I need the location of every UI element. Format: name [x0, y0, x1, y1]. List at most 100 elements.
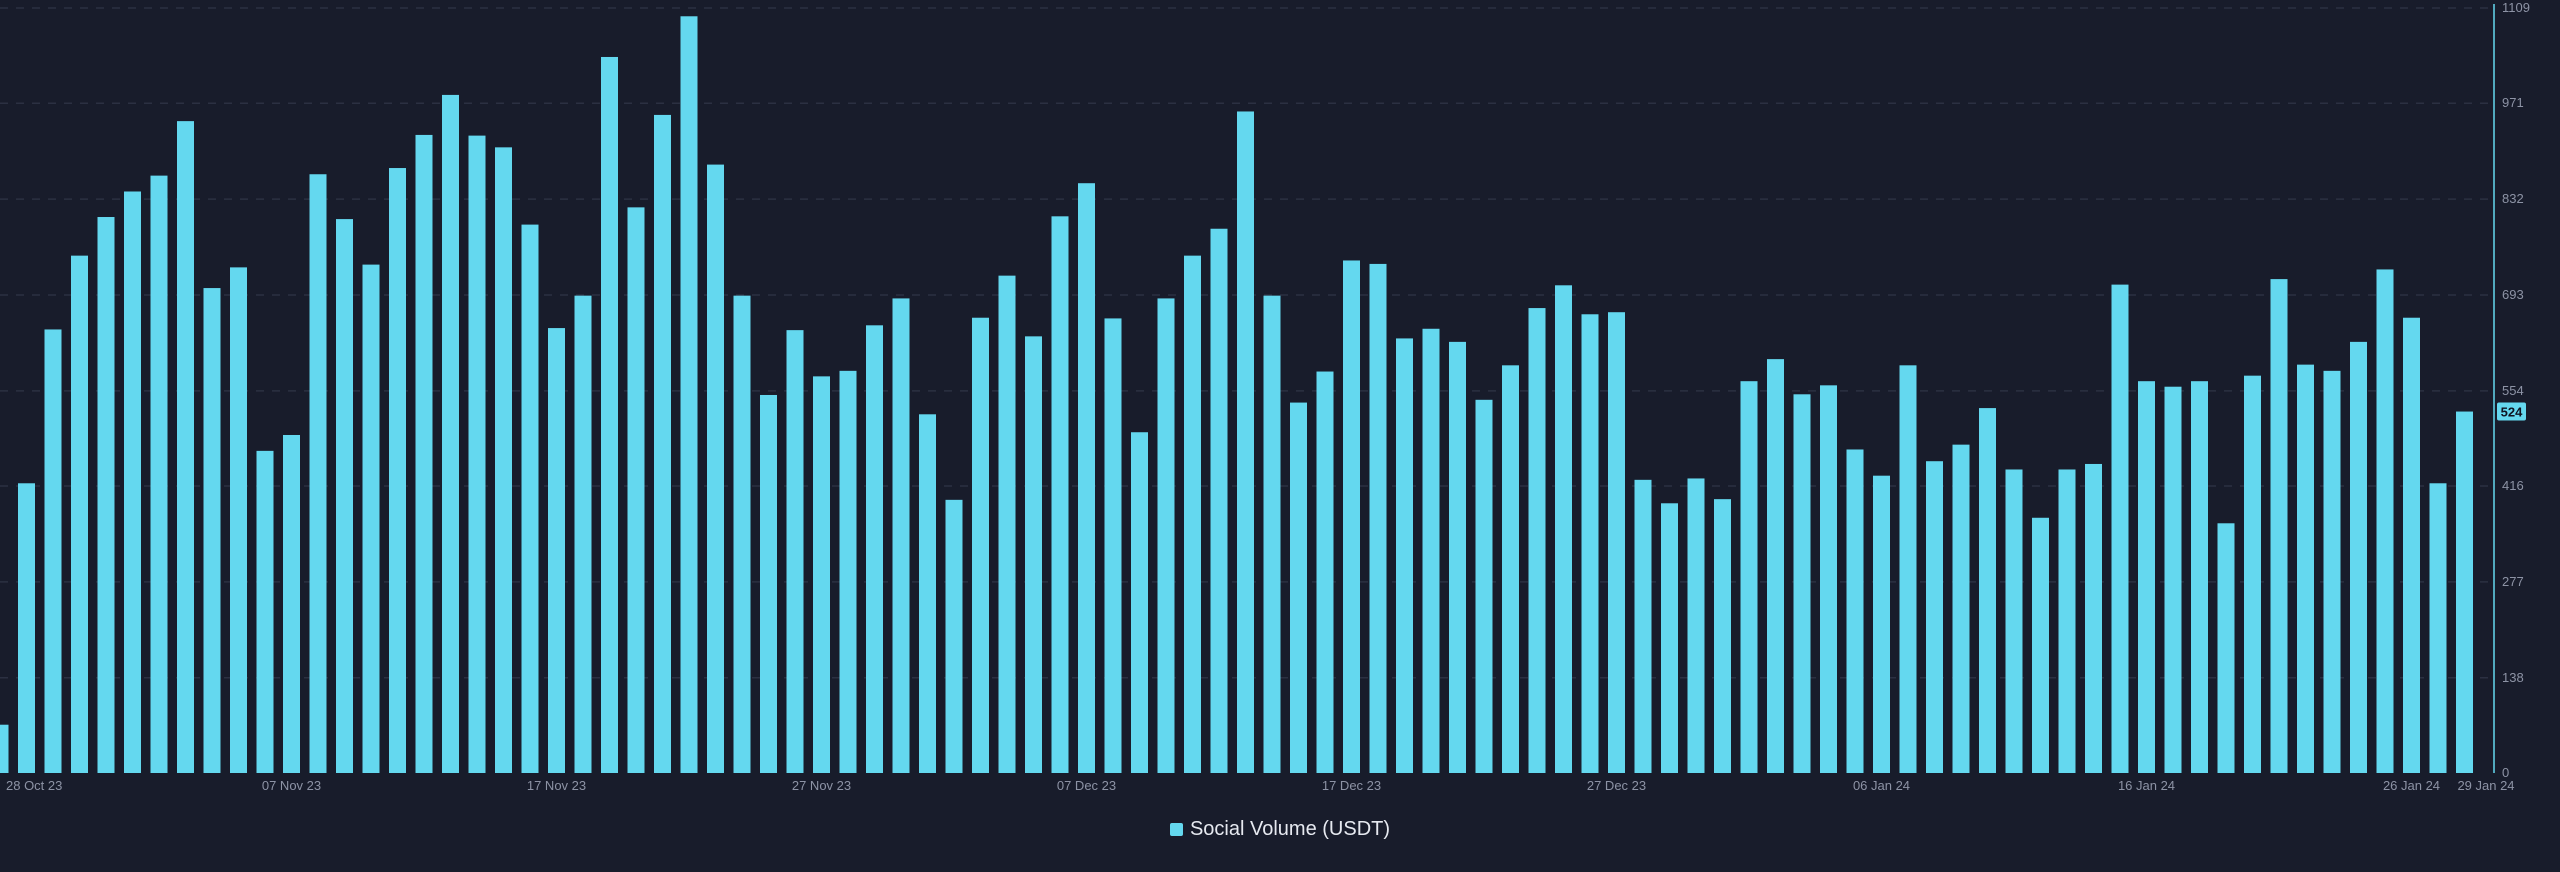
bar[interactable]	[2350, 341, 2367, 773]
bar[interactable]	[1078, 183, 1095, 773]
bar[interactable]	[1343, 260, 1360, 773]
bar[interactable]	[2164, 386, 2182, 773]
bar[interactable]	[256, 450, 274, 773]
bar[interactable]	[44, 329, 62, 773]
bar[interactable]	[1237, 111, 1254, 773]
bar[interactable]	[150, 175, 168, 773]
bar[interactable]	[998, 275, 1016, 773]
bar[interactable]	[1475, 399, 1493, 773]
bar[interactable]	[2138, 381, 2155, 773]
bar[interactable]	[1634, 479, 1652, 773]
bar[interactable]	[362, 264, 380, 773]
bar[interactable]	[2191, 381, 2208, 773]
bar[interactable]	[2217, 523, 2235, 773]
bar[interactable]	[892, 298, 910, 773]
bar[interactable]	[2111, 284, 2129, 773]
bar[interactable]	[230, 267, 247, 773]
bar[interactable]	[1369, 263, 1387, 773]
bar[interactable]	[2058, 469, 2076, 773]
bar[interactable]	[521, 224, 539, 774]
bar[interactable]	[1157, 298, 1175, 773]
bar[interactable]	[1661, 503, 1678, 773]
bar[interactable]	[1104, 318, 1122, 773]
bar[interactable]	[1899, 365, 1917, 773]
legend[interactable]: Social Volume (USDT)	[0, 818, 2560, 841]
bar[interactable]	[2297, 364, 2314, 773]
bar[interactable]	[1581, 314, 1599, 773]
bar[interactable]	[1979, 408, 1996, 773]
bar[interactable]	[1422, 328, 1440, 773]
bar[interactable]	[124, 191, 141, 773]
bar[interactable]	[1210, 228, 1228, 774]
bar[interactable]	[1025, 336, 1042, 773]
bar[interactable]	[442, 94, 459, 773]
bar[interactable]	[2323, 370, 2341, 773]
bar[interactable]	[389, 168, 406, 773]
bar[interactable]	[2032, 517, 2049, 773]
x-tick-label: 27 Dec 23	[1587, 778, 1646, 793]
bar[interactable]	[1502, 365, 1519, 773]
bar[interactable]	[1528, 308, 1546, 773]
bar[interactable]	[972, 317, 989, 773]
bar[interactable]	[813, 376, 830, 773]
bar[interactable]	[203, 288, 221, 773]
bar[interactable]	[283, 434, 300, 773]
bar[interactable]	[548, 328, 565, 773]
bar[interactable]	[866, 325, 883, 773]
bar[interactable]	[97, 217, 115, 773]
bar[interactable]	[177, 121, 194, 773]
bar[interactable]	[2376, 269, 2394, 773]
bar[interactable]	[2270, 279, 2288, 773]
bar[interactable]	[1952, 444, 1970, 773]
bar[interactable]	[1316, 371, 1334, 773]
bar[interactable]	[733, 295, 751, 773]
bar[interactable]	[1555, 285, 1572, 773]
bar[interactable]	[2456, 411, 2473, 773]
bar[interactable]	[2244, 375, 2261, 773]
bar[interactable]	[0, 724, 9, 773]
bar[interactable]	[309, 174, 327, 773]
bar[interactable]	[1608, 312, 1625, 773]
bar[interactable]	[945, 499, 963, 773]
x-tick-label: 17 Dec 23	[1322, 778, 1381, 793]
bar[interactable]	[1449, 341, 1466, 773]
bar[interactable]	[707, 164, 724, 773]
bar[interactable]	[1873, 475, 1890, 773]
bar[interactable]	[71, 255, 88, 773]
bar[interactable]	[468, 135, 486, 773]
bar[interactable]	[1051, 216, 1069, 773]
y-axis: 0 138 277 416 554 693 832 971 1109	[2493, 0, 2530, 780]
bar[interactable]	[1740, 381, 1758, 773]
bar[interactable]	[1767, 359, 1784, 773]
bar[interactable]	[2005, 469, 2023, 773]
bar[interactable]	[786, 330, 804, 773]
bar[interactable]	[1396, 338, 1413, 773]
bar[interactable]	[1926, 461, 1943, 773]
bar[interactable]	[495, 147, 512, 774]
bar[interactable]	[574, 295, 592, 773]
bar[interactable]	[336, 219, 353, 774]
bars	[0, 16, 2473, 774]
bar[interactable]	[839, 370, 857, 773]
bar[interactable]	[1184, 255, 1201, 773]
bar[interactable]	[1687, 478, 1705, 773]
bar[interactable]	[601, 56, 618, 773]
bar[interactable]	[415, 134, 433, 773]
bar[interactable]	[2085, 463, 2102, 773]
bar[interactable]	[627, 207, 645, 773]
bar[interactable]	[1131, 432, 1148, 773]
bar[interactable]	[2403, 317, 2420, 773]
bar[interactable]	[1290, 402, 1307, 773]
bar[interactable]	[1263, 295, 1281, 773]
bar[interactable]	[760, 394, 777, 773]
bar[interactable]	[1793, 394, 1811, 773]
bar[interactable]	[1820, 385, 1837, 773]
bar[interactable]	[680, 16, 698, 774]
bar[interactable]	[1714, 499, 1731, 773]
bar[interactable]	[18, 483, 35, 773]
bar[interactable]	[654, 114, 671, 773]
x-tick-label: 16 Jan 24	[2118, 778, 2175, 793]
bar[interactable]	[1846, 449, 1864, 773]
bar[interactable]	[919, 414, 936, 773]
bar[interactable]	[2429, 483, 2447, 773]
